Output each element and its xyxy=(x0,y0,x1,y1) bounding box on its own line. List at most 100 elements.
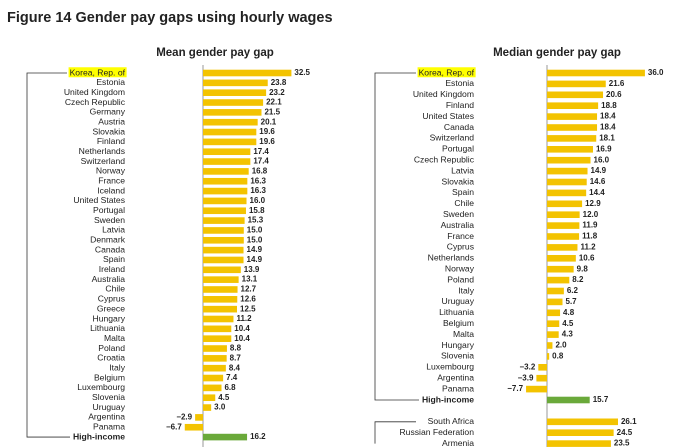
value-label: 10.4 xyxy=(234,334,250,343)
category-label: Norway xyxy=(96,166,126,176)
category-label: Finland xyxy=(97,136,125,146)
category-label: Netherlands xyxy=(79,146,125,156)
category-label: Poland xyxy=(447,274,474,284)
bar xyxy=(203,177,248,185)
value-label: 14.9 xyxy=(247,245,263,254)
value-label: 23.2 xyxy=(269,88,285,97)
bar xyxy=(547,353,550,360)
value-label: −3.2 xyxy=(519,362,535,371)
category-label: Italy xyxy=(458,285,474,295)
bar xyxy=(203,374,224,382)
bar xyxy=(547,440,611,447)
value-label: 16.3 xyxy=(250,176,266,185)
bar xyxy=(547,91,604,99)
value-label: 32.5 xyxy=(294,68,310,77)
bar xyxy=(547,244,578,251)
bar xyxy=(547,167,588,175)
bar xyxy=(203,404,212,411)
bar xyxy=(536,374,547,382)
bar xyxy=(526,385,547,393)
bar xyxy=(547,146,593,153)
bar xyxy=(203,89,267,96)
value-label: 21.5 xyxy=(264,107,280,116)
bar xyxy=(547,211,580,218)
category-label: Panama xyxy=(93,422,125,432)
category-label: Greece xyxy=(97,303,125,313)
bar xyxy=(547,189,587,197)
category-label: Argentina xyxy=(437,372,474,382)
bar xyxy=(547,113,598,120)
value-label: 13.1 xyxy=(242,275,258,284)
bar xyxy=(547,418,618,426)
bar xyxy=(203,109,262,116)
category-label: Portugal xyxy=(442,144,474,154)
category-label: United Kingdom xyxy=(413,89,474,99)
value-label: −6.7 xyxy=(166,422,182,431)
value-label: 3.0 xyxy=(214,403,226,412)
category-label: Korea, Rep. of xyxy=(419,67,475,77)
category-label: Slovenia xyxy=(441,351,474,361)
category-label: Finland xyxy=(446,100,474,110)
bar xyxy=(203,246,244,254)
value-label: 36.0 xyxy=(648,68,664,77)
figure-title: Figure 14 Gender pay gaps using hourly w… xyxy=(7,10,333,26)
category-label: Italy xyxy=(109,362,125,372)
category-label: Cyprus xyxy=(98,294,125,304)
bar xyxy=(203,315,234,323)
category-label: Canada xyxy=(444,122,474,132)
value-label: 4.5 xyxy=(562,319,574,328)
value-label: 15.7 xyxy=(593,395,609,404)
bar xyxy=(203,69,292,77)
value-label: 7.4 xyxy=(226,373,238,382)
bar xyxy=(203,433,248,441)
bar xyxy=(203,345,227,352)
bar xyxy=(203,168,249,175)
bar xyxy=(203,148,251,156)
bar xyxy=(547,276,570,284)
category-label: High-income xyxy=(73,431,125,441)
bar xyxy=(547,265,574,273)
value-label: 13.9 xyxy=(244,265,260,274)
category-label: Chile xyxy=(454,198,474,208)
value-label: 16.2 xyxy=(250,432,266,441)
category-label: Slovakia xyxy=(93,126,126,136)
value-label: 16.9 xyxy=(596,144,612,153)
bar xyxy=(203,325,232,333)
bar xyxy=(538,364,547,371)
value-label: 16.0 xyxy=(250,196,266,205)
category-label: Czech Republic xyxy=(65,97,126,107)
category-label: Uruguay xyxy=(93,402,126,412)
category-label: Norway xyxy=(445,263,475,273)
bar xyxy=(547,320,560,327)
category-label: Luxembourg xyxy=(77,382,125,392)
value-label: 15.0 xyxy=(247,235,263,244)
category-label: Lithuania xyxy=(439,307,474,317)
bar xyxy=(203,296,238,303)
bar xyxy=(203,256,244,264)
value-label: 11.8 xyxy=(582,232,598,241)
value-label: 14.6 xyxy=(590,177,606,186)
value-label: 18.4 xyxy=(600,123,616,132)
category-label: Malta xyxy=(453,329,474,339)
bar xyxy=(203,335,232,342)
value-label: 6.2 xyxy=(567,286,579,295)
category-label: Slovakia xyxy=(442,176,475,186)
bar xyxy=(547,102,599,109)
value-label: 8.7 xyxy=(230,353,242,362)
category-label: Chile xyxy=(105,284,125,294)
value-label: 16.8 xyxy=(252,167,268,176)
value-label: 6.8 xyxy=(224,383,236,392)
bar xyxy=(203,158,251,165)
value-label: 9.8 xyxy=(577,264,589,273)
bar xyxy=(203,355,227,362)
value-label: −2.9 xyxy=(176,413,192,422)
bar xyxy=(203,305,237,313)
value-label: 24.5 xyxy=(617,428,633,437)
value-label: 0.8 xyxy=(552,352,564,361)
category-label: Hungary xyxy=(442,340,475,350)
bar xyxy=(547,156,591,164)
value-label: 14.4 xyxy=(589,188,605,197)
category-label: Iceland xyxy=(97,185,125,195)
bar xyxy=(203,207,246,215)
value-label: 4.5 xyxy=(218,393,230,402)
